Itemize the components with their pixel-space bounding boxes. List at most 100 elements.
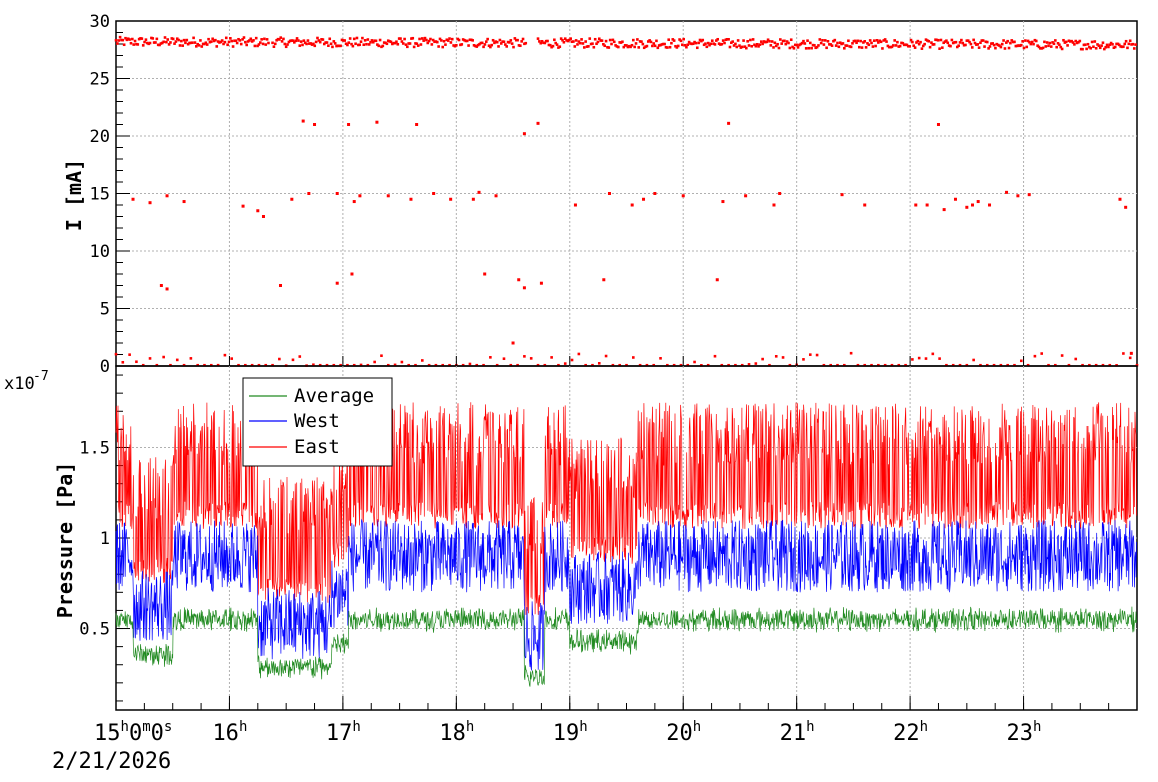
current-main-point bbox=[542, 41, 545, 45]
current-main-point bbox=[632, 38, 635, 42]
current-main-point bbox=[156, 43, 160, 47]
current-outlier-point bbox=[131, 197, 135, 201]
exponent-power: -7 bbox=[33, 369, 49, 384]
current-main-point bbox=[490, 43, 494, 47]
current-low-point bbox=[352, 363, 356, 367]
current-low-point bbox=[155, 363, 159, 367]
current-outlier-point bbox=[449, 197, 453, 201]
current-main-point bbox=[593, 37, 597, 41]
current-main-point bbox=[860, 46, 864, 49]
current-main-point bbox=[1041, 46, 1045, 50]
current-main-point bbox=[841, 42, 845, 45]
current-main-point bbox=[1018, 44, 1022, 48]
current-main-point bbox=[297, 39, 300, 42]
current-main-point bbox=[117, 39, 121, 42]
current-main-point bbox=[231, 45, 235, 48]
current-main-point bbox=[976, 43, 980, 46]
current-main-point bbox=[574, 39, 578, 42]
current-low-point bbox=[1026, 363, 1030, 367]
current-low-point bbox=[421, 359, 424, 362]
current-main-point bbox=[366, 38, 370, 41]
current-main-point bbox=[859, 39, 862, 43]
current-main-point bbox=[960, 38, 963, 42]
current-low-point bbox=[611, 363, 615, 367]
current-main-point bbox=[935, 38, 939, 42]
current-main-point bbox=[950, 38, 954, 42]
current-main-point bbox=[608, 38, 612, 42]
current-main-point bbox=[250, 40, 254, 43]
current-main-point bbox=[646, 40, 650, 43]
current-main-point bbox=[147, 42, 150, 46]
current-outlier-point bbox=[278, 284, 282, 287]
current-main-point bbox=[178, 44, 182, 47]
current-main-point bbox=[728, 45, 732, 49]
current-low-point bbox=[1088, 363, 1091, 367]
current-main-point bbox=[582, 46, 586, 49]
pressure-series-west bbox=[115, 518, 1137, 671]
current-main-point bbox=[354, 42, 357, 46]
current-outlier-point bbox=[347, 123, 351, 126]
current-main-point bbox=[265, 38, 269, 41]
current-main-point bbox=[335, 44, 338, 48]
current-main-point bbox=[689, 42, 692, 45]
current-main-point bbox=[1048, 41, 1052, 45]
pressure-series-east bbox=[115, 402, 1137, 615]
current-main-point bbox=[663, 42, 666, 46]
current-low-point bbox=[468, 362, 472, 366]
current-main-point bbox=[1002, 39, 1005, 42]
current-main-point bbox=[675, 46, 679, 49]
current-main-point bbox=[615, 45, 619, 48]
current-outlier-point bbox=[942, 208, 946, 212]
current-main-point bbox=[965, 39, 969, 42]
current-main-point bbox=[776, 42, 779, 46]
time-axis-ticks: 16h 17h 18h 19h 20h 21h 22h 23h bbox=[115, 356, 1110, 746]
current-low-point bbox=[461, 363, 465, 367]
current-outlier-point bbox=[165, 287, 169, 291]
current-main-point bbox=[625, 44, 628, 47]
current-main-point bbox=[1108, 43, 1112, 47]
current-main-point bbox=[818, 38, 822, 41]
time-axis-tick-label: 17h bbox=[326, 719, 361, 746]
current-main-point bbox=[883, 38, 887, 41]
current-main-point bbox=[369, 40, 372, 44]
current-low-point bbox=[448, 363, 451, 367]
current-main-point bbox=[913, 46, 917, 49]
current-low-point bbox=[672, 363, 676, 367]
current-main-point bbox=[909, 38, 913, 42]
current-main-point bbox=[209, 40, 213, 43]
current-outlier-point bbox=[721, 200, 725, 204]
current-main-point bbox=[676, 44, 680, 48]
current-main-point bbox=[199, 39, 202, 42]
current-low-point bbox=[434, 363, 438, 367]
current-outlier-point bbox=[539, 281, 543, 285]
current-main-point bbox=[591, 42, 594, 45]
current-main-point bbox=[1128, 39, 1132, 43]
legend-label-west: West bbox=[294, 410, 340, 432]
current-main-point bbox=[811, 43, 815, 47]
current-y-tick-label: 10 bbox=[90, 242, 110, 262]
current-outlier-point bbox=[772, 203, 776, 207]
current-main-point bbox=[442, 39, 446, 43]
current-low-point bbox=[815, 353, 819, 357]
current-main-point bbox=[603, 44, 607, 48]
current-main-point bbox=[958, 41, 962, 44]
current-main-point bbox=[359, 40, 363, 43]
current-main-point bbox=[1034, 39, 1038, 43]
current-low-point bbox=[1128, 356, 1132, 360]
current-main-point bbox=[186, 42, 190, 46]
current-main-point bbox=[365, 42, 368, 46]
current-main-point bbox=[1044, 45, 1048, 48]
current-main-point bbox=[896, 40, 899, 44]
current-low-point bbox=[1019, 359, 1023, 363]
current-main-point bbox=[751, 38, 755, 41]
current-main-point bbox=[651, 44, 654, 48]
current-main-point bbox=[411, 36, 415, 40]
current-main-point bbox=[230, 39, 234, 43]
current-main-point bbox=[487, 44, 491, 48]
current-main-point bbox=[513, 37, 517, 40]
current-main-point bbox=[438, 37, 442, 41]
current-main-point bbox=[450, 37, 454, 41]
current-low-point bbox=[788, 363, 792, 367]
current-low-point bbox=[209, 363, 213, 367]
